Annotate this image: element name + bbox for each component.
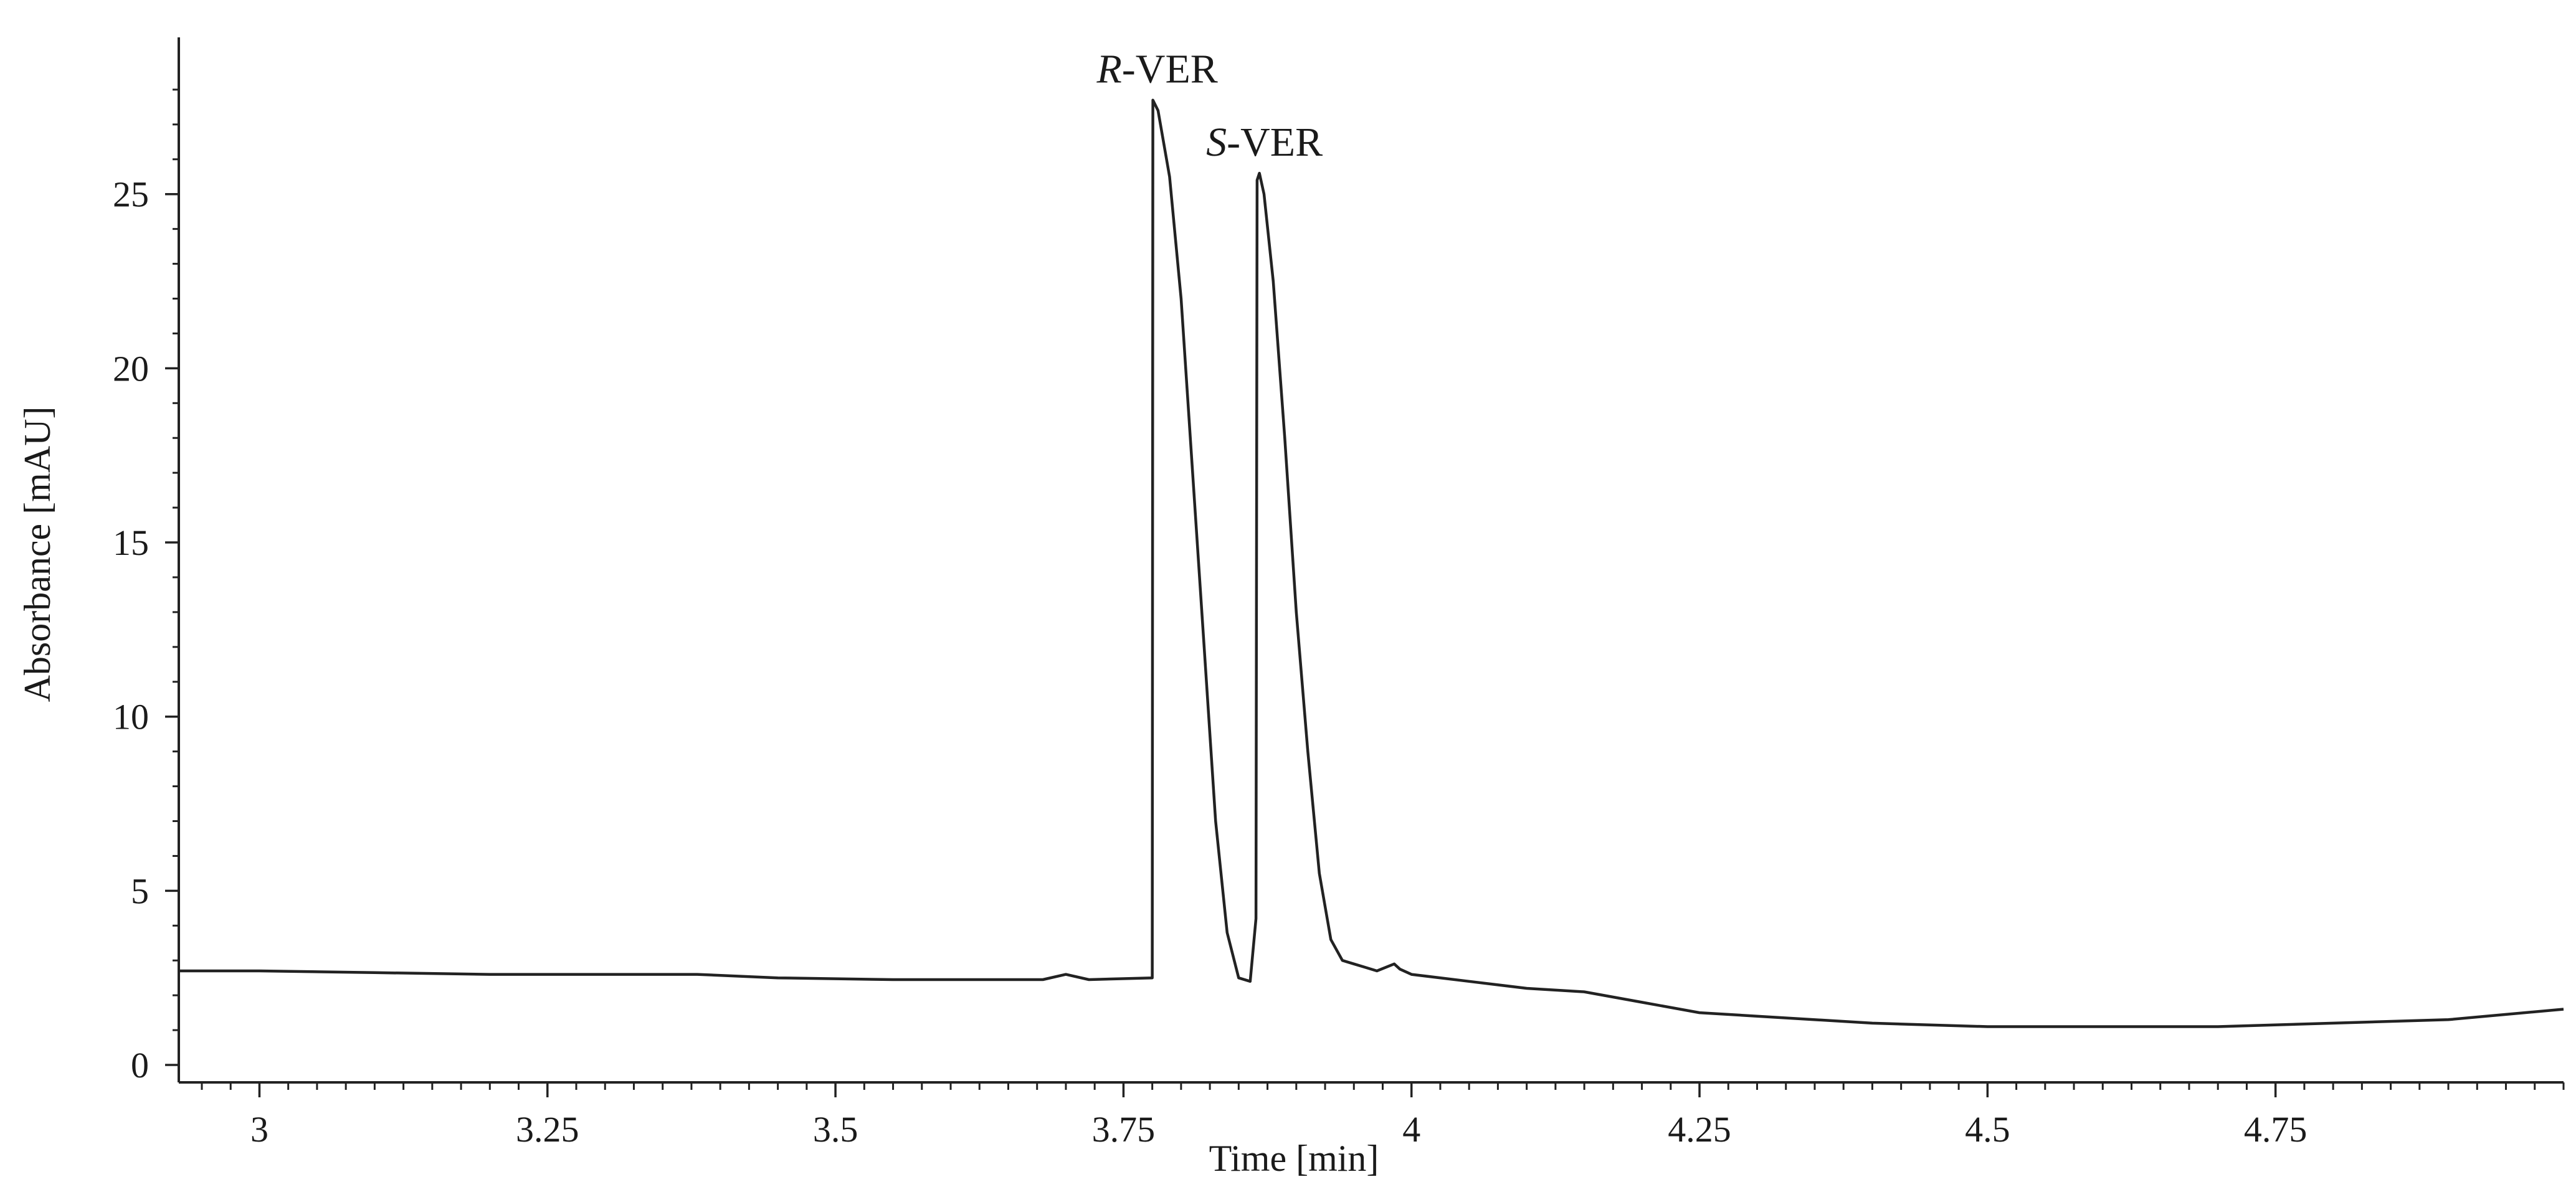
peak-label-suffix: -VER — [1227, 120, 1323, 165]
y-axis-label: Absorbance [mAU] — [17, 407, 58, 702]
x-tick-label: 3.5 — [813, 1109, 858, 1150]
x-tick-label: 4.75 — [2244, 1109, 2307, 1150]
y-tick-label: 25 — [113, 174, 149, 215]
x-tick-label: 3.75 — [1092, 1109, 1156, 1150]
y-axis: 0 5 10 15 20 25 Absorbance [mAU] — [17, 37, 180, 1085]
y-tick-label: 0 — [131, 1045, 149, 1085]
x-tick-label: 3.25 — [516, 1109, 579, 1150]
x-tick-label: 4.5 — [1965, 1109, 2010, 1150]
y-tick-label: 5 — [131, 871, 149, 911]
x-axis-label: Time [min] — [1209, 1138, 1379, 1179]
y-tick-label: 20 — [113, 348, 149, 389]
y-tick-label: 15 — [113, 523, 149, 563]
x-axis: 3 3.25 3.5 3.75 4 4.25 4.5 4.75 Time [min] — [179, 1081, 2565, 1179]
series-layer — [179, 98, 2564, 1028]
peak-label: S-VER — [1206, 120, 1323, 165]
y-tick-label: 10 — [113, 697, 149, 737]
chromatogram-trace — [179, 98, 2564, 1028]
x-tick-label: 4.25 — [1668, 1109, 1731, 1150]
peak-label-prefix: R — [1096, 47, 1121, 92]
x-tick-label: 4 — [1402, 1109, 1420, 1150]
peak-label-suffix: -VER — [1122, 47, 1218, 92]
peak-label-prefix: S — [1206, 120, 1227, 165]
x-tick-label: 3 — [250, 1109, 269, 1150]
peak-label: R-VER — [1096, 47, 1217, 92]
